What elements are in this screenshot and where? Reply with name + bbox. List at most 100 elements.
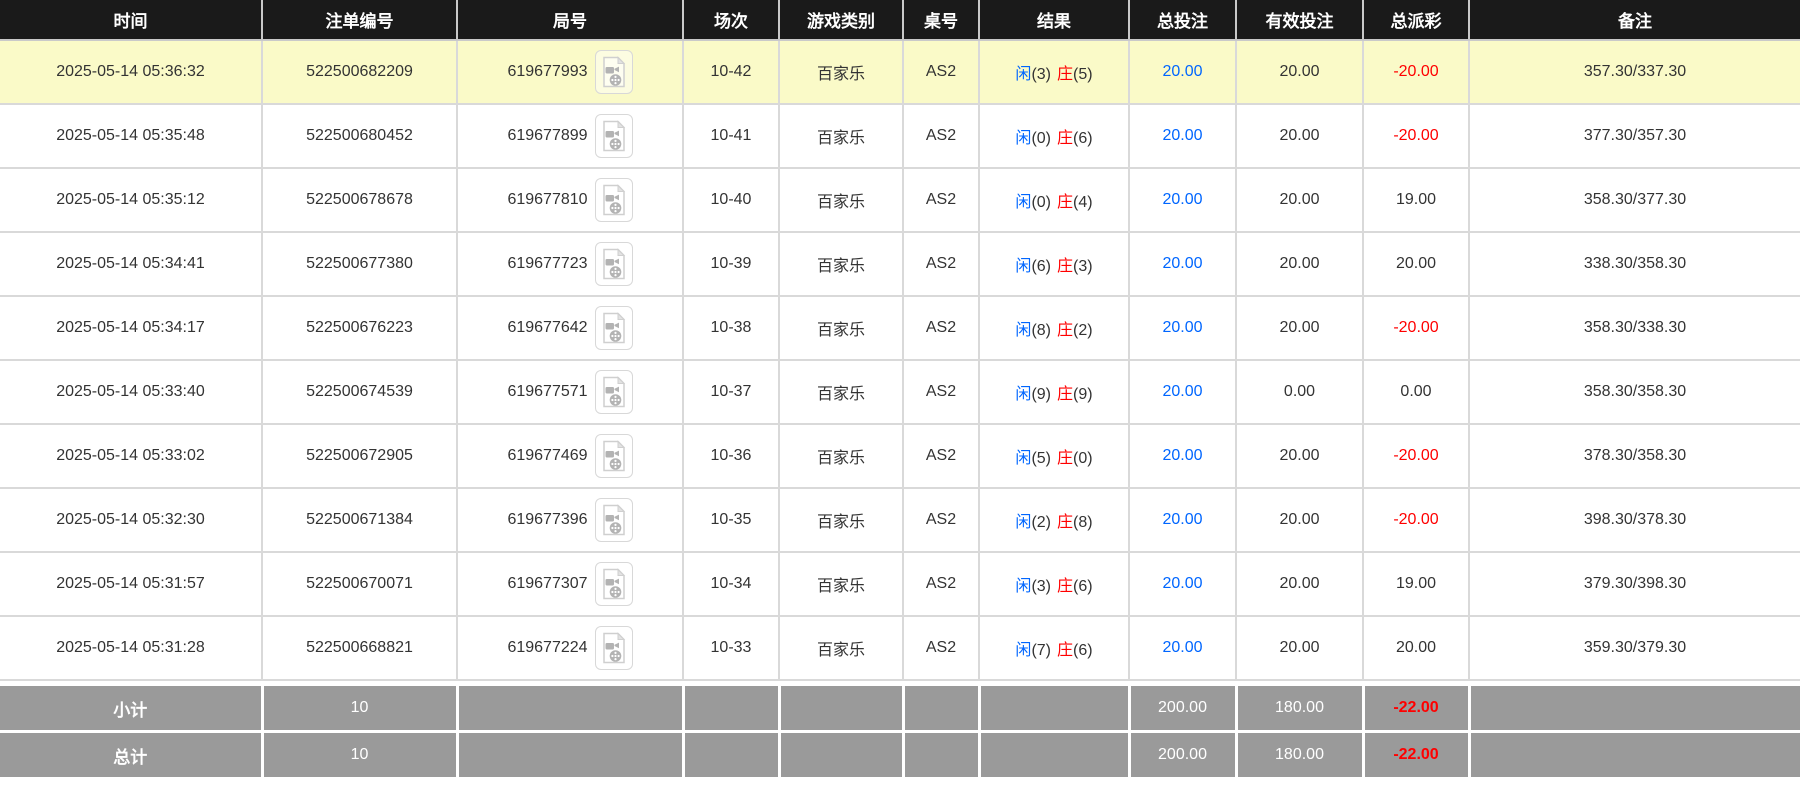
cell-total-bet: 20.00: [1129, 488, 1237, 553]
film-icon: [602, 120, 625, 152]
banker-result-score: (6): [1073, 642, 1093, 659]
banker-result-label: 庄: [1057, 194, 1074, 211]
cell-remark: 358.30/338.30: [1469, 296, 1800, 361]
cell-total-payout: 19.00: [1363, 168, 1470, 233]
video-replay-button[interactable]: [594, 242, 633, 286]
grand-total-empty-remark: [1469, 733, 1800, 777]
player-result-label: 闲: [1015, 130, 1032, 147]
video-replay-button[interactable]: [594, 370, 633, 414]
cell-result: 闲(8) 庄(2): [979, 296, 1130, 361]
cell-total-bet: 20.00: [1129, 424, 1237, 489]
cell-game-type: 百家乐: [779, 40, 904, 105]
banker-result-score: (6): [1073, 130, 1093, 147]
table-header: 时间 注单编号 局号 场次 游戏类别 桌号 结果 总投注 有效投注 总派彩 备注: [0, 0, 1800, 41]
table-row: 2025-05-14 05:33:02 522500672905 6196774…: [0, 424, 1800, 489]
cell-result: 闲(3) 庄(5): [979, 40, 1130, 105]
cell-valid-bet: 0.00: [1236, 360, 1364, 425]
grand-total-table: 总计 10 200.00 180.00 -22.00: [0, 733, 1800, 777]
round-id-text: 619677224: [507, 639, 588, 656]
grand-total-empty-round: [457, 733, 685, 777]
player-result-label: 闲: [1015, 514, 1032, 531]
video-replay-button[interactable]: [594, 178, 633, 222]
film-icon: [602, 632, 625, 664]
cell-table-id: AS2: [903, 424, 980, 489]
banker-result-score: (9): [1073, 386, 1093, 403]
cell-session: 10-34: [683, 552, 780, 617]
round-id-text: 619677993: [507, 63, 588, 80]
grand-total-total-bet: 200.00: [1129, 733, 1238, 777]
grand-total-total-payout: -22.00: [1363, 733, 1471, 777]
video-replay-button[interactable]: [594, 562, 633, 606]
cell-round-id: 619677993: [457, 40, 684, 105]
cell-game-type: 百家乐: [779, 168, 904, 233]
cell-total-payout: 19.00: [1363, 552, 1470, 617]
cell-table-id: AS2: [903, 616, 980, 681]
banker-result-label: 庄: [1057, 642, 1074, 659]
cell-valid-bet: 20.00: [1236, 424, 1364, 489]
player-result-label: 闲: [1015, 386, 1032, 403]
player-result-score: (5): [1031, 450, 1051, 467]
video-replay-button[interactable]: [594, 114, 633, 158]
cell-remark: 357.30/337.30: [1469, 40, 1800, 105]
cell-time: 2025-05-14 05:34:41: [0, 232, 263, 297]
col-header-round-id: 局号: [457, 0, 684, 41]
cell-total-bet: 20.00: [1129, 360, 1237, 425]
cell-round-id: 619677810: [457, 168, 684, 233]
player-result-score: (2): [1031, 514, 1051, 531]
cell-session: 10-35: [683, 488, 780, 553]
round-id-text: 619677642: [507, 319, 588, 336]
player-result-score: (7): [1031, 642, 1051, 659]
video-replay-button[interactable]: [594, 306, 633, 350]
round-id-text: 619677396: [507, 511, 588, 528]
cell-table-id: AS2: [903, 168, 980, 233]
round-id-text: 619677723: [507, 255, 588, 272]
col-header-remark: 备注: [1469, 0, 1800, 41]
table-row: 2025-05-14 05:31:57 522500670071 6196773…: [0, 552, 1800, 617]
banker-result-label: 庄: [1057, 514, 1074, 531]
cell-round-id: 619677723: [457, 232, 684, 297]
cell-total-payout: 20.00: [1363, 232, 1470, 297]
banker-result-score: (0): [1073, 450, 1093, 467]
grand-total-empty-result: [979, 733, 1131, 777]
cell-round-id: 619677224: [457, 616, 684, 681]
cell-remark: 358.30/377.30: [1469, 168, 1800, 233]
subtotal-table: 小计 10 200.00 180.00 -22.00: [0, 686, 1800, 730]
cell-order-id: 522500680452: [262, 104, 458, 169]
cell-time: 2025-05-14 05:31:57: [0, 552, 263, 617]
cell-table-id: AS2: [903, 232, 980, 297]
video-replay-button[interactable]: [594, 50, 633, 94]
player-result-label: 闲: [1015, 66, 1032, 83]
table-row: 2025-05-14 05:35:12 522500678678 6196778…: [0, 168, 1800, 233]
player-result-label: 闲: [1015, 258, 1032, 275]
cell-total-payout: -20.00: [1363, 424, 1470, 489]
cell-time: 2025-05-14 05:36:32: [0, 40, 263, 105]
cell-order-id: 522500671384: [262, 488, 458, 553]
cell-remark: 359.30/379.30: [1469, 616, 1800, 681]
cell-remark: 377.30/357.30: [1469, 104, 1800, 169]
video-replay-button[interactable]: [594, 626, 633, 670]
film-icon: [602, 184, 625, 216]
cell-game-type: 百家乐: [779, 552, 904, 617]
cell-valid-bet: 20.00: [1236, 104, 1364, 169]
cell-time: 2025-05-14 05:35:12: [0, 168, 263, 233]
cell-total-payout: 0.00: [1363, 360, 1470, 425]
cell-order-id: 522500674539: [262, 360, 458, 425]
subtotal-total-payout: -22.00: [1363, 686, 1471, 730]
subtotal-label: 小计: [0, 686, 264, 730]
col-header-result: 结果: [979, 0, 1130, 41]
col-header-valid-bet: 有效投注: [1236, 0, 1364, 41]
video-replay-button[interactable]: [594, 498, 633, 542]
cell-result: 闲(0) 庄(6): [979, 104, 1130, 169]
cell-game-type: 百家乐: [779, 296, 904, 361]
grand-total-row: 总计 10 200.00 180.00 -22.00: [0, 733, 1800, 777]
cell-session: 10-40: [683, 168, 780, 233]
cell-order-id: 522500676223: [262, 296, 458, 361]
grand-total-empty-session: [683, 733, 781, 777]
cell-result: 闲(3) 庄(6): [979, 552, 1130, 617]
subtotal-empty-result: [979, 686, 1131, 730]
video-replay-button[interactable]: [594, 434, 633, 478]
cell-table-id: AS2: [903, 104, 980, 169]
cell-total-bet: 20.00: [1129, 104, 1237, 169]
banker-result-score: (3): [1073, 258, 1093, 275]
table-row: 2025-05-14 05:31:28 522500668821 6196772…: [0, 616, 1800, 681]
